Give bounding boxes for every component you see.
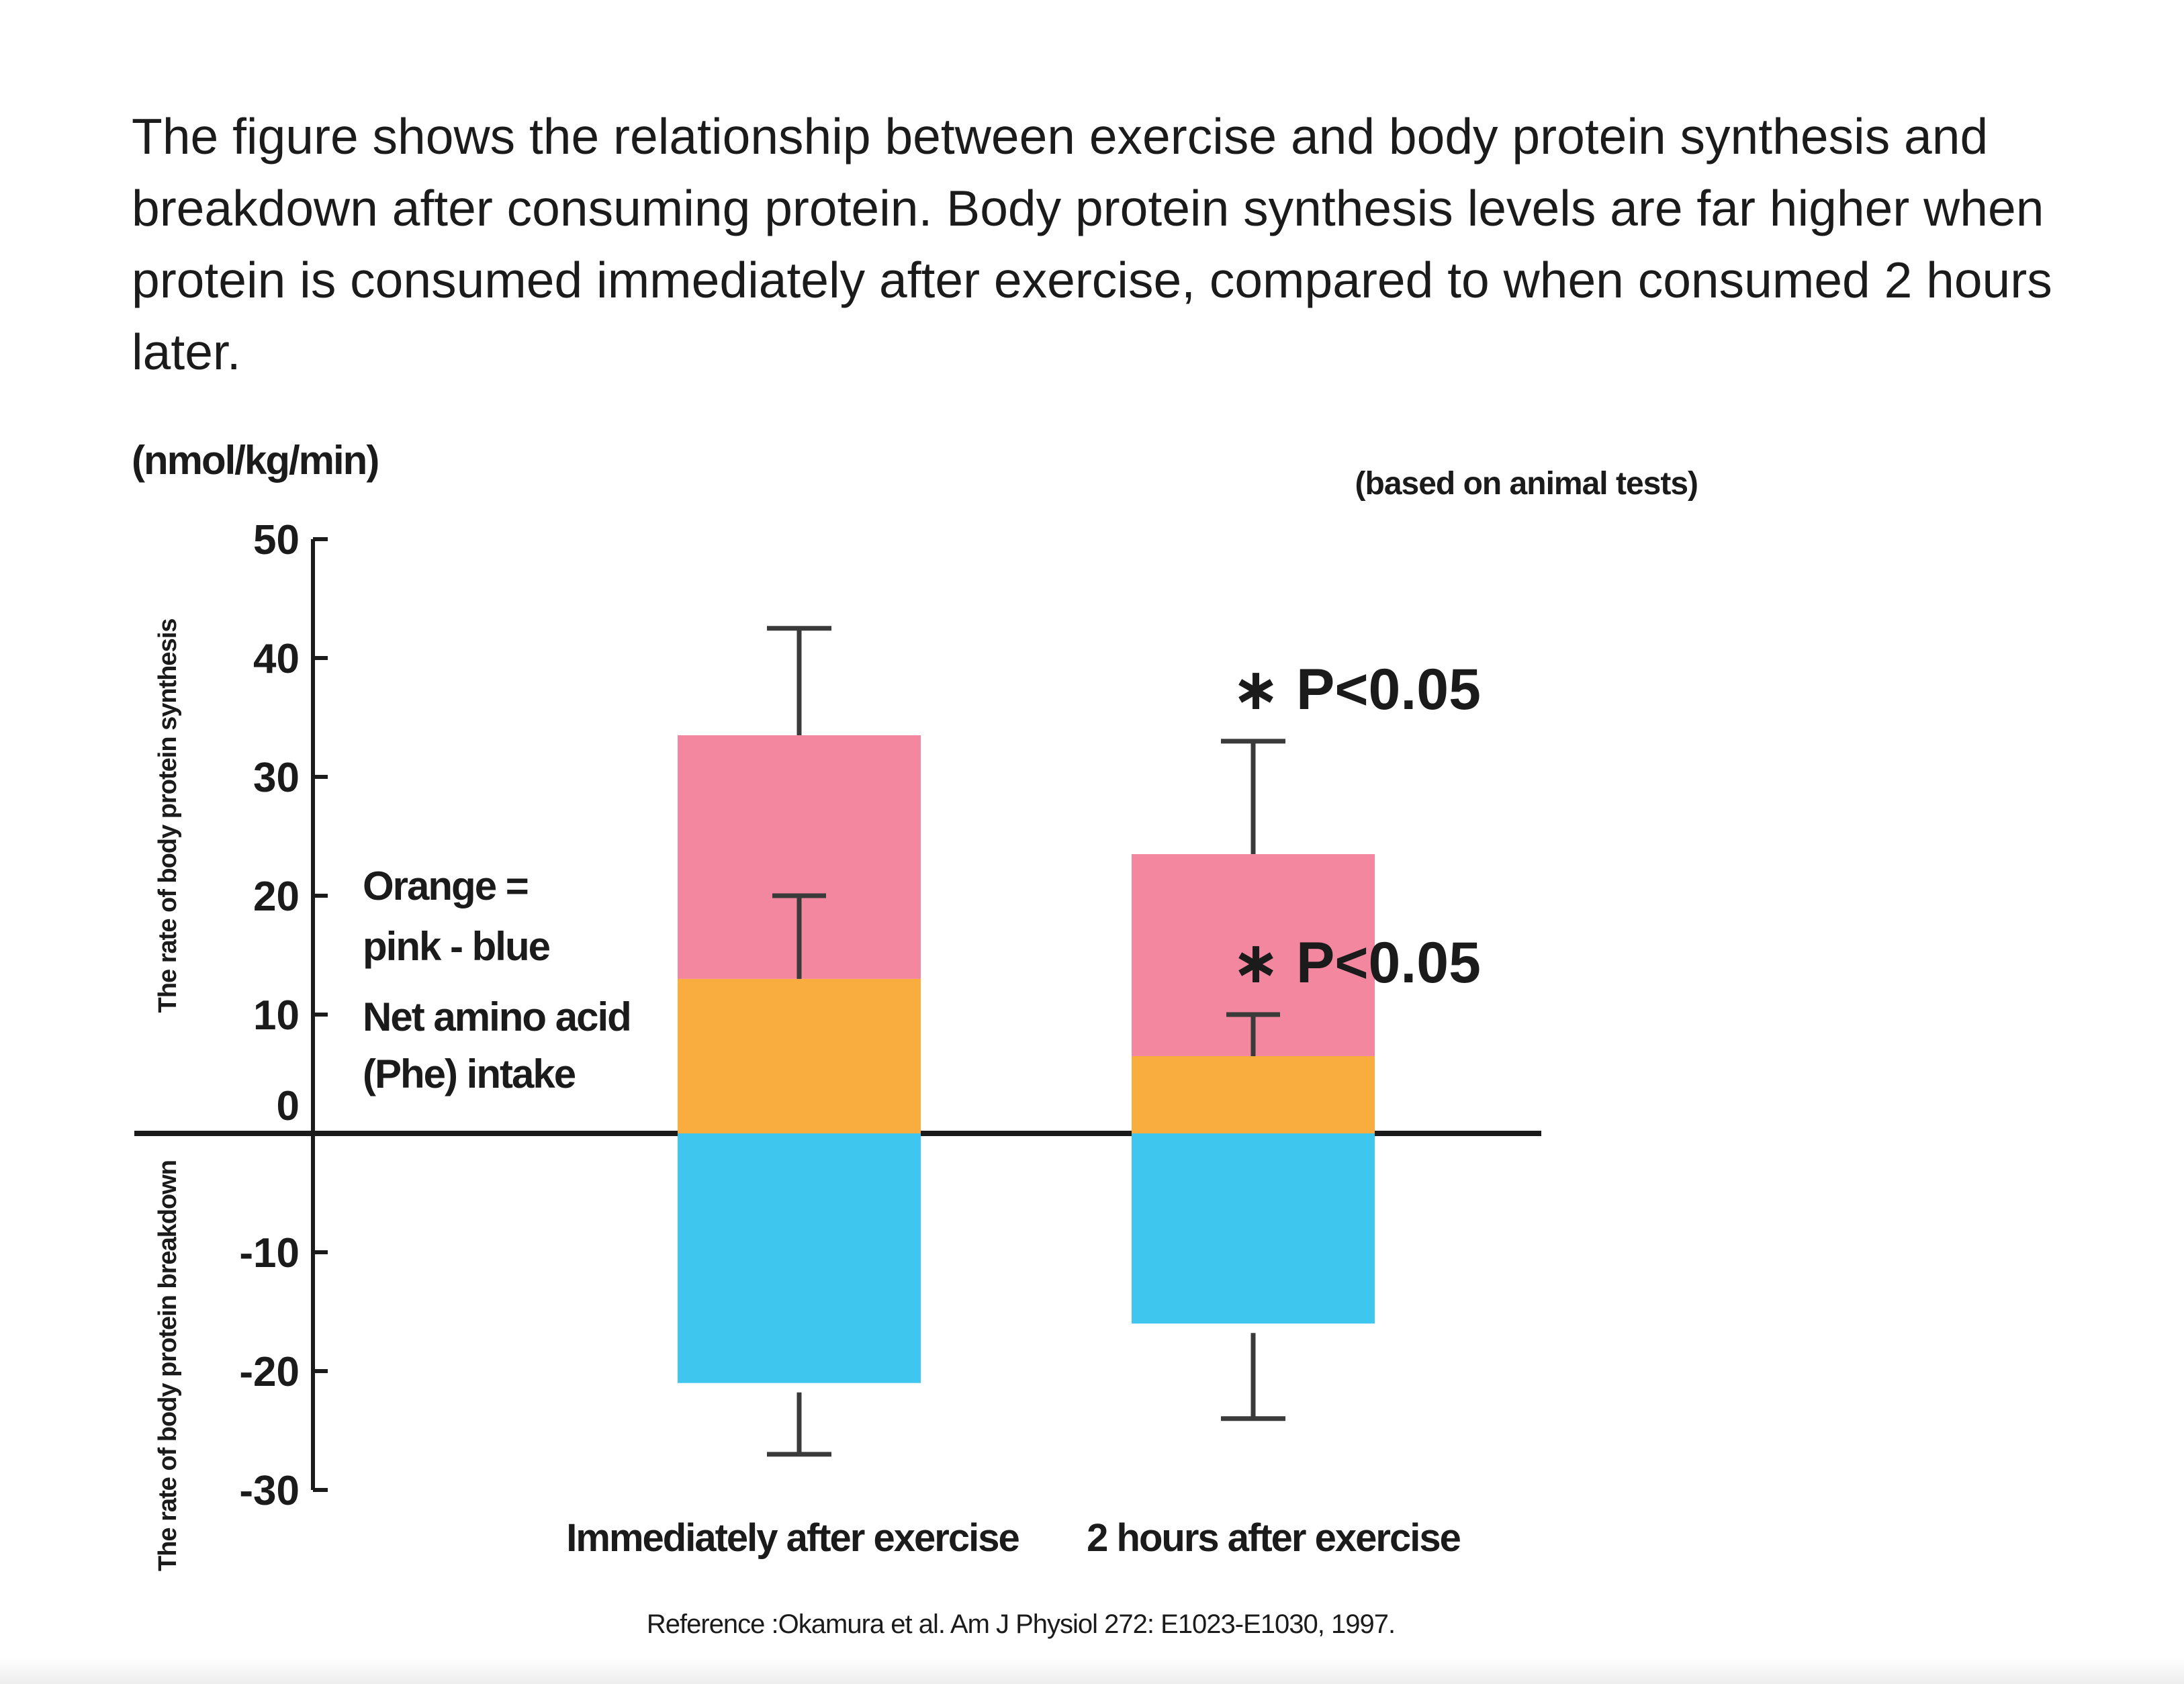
- y-tick-label: 0: [277, 1083, 300, 1129]
- y-tick-label: 30: [253, 755, 300, 801]
- bar-orange: [1132, 1056, 1375, 1133]
- ylabel-breakdown: The rate of body protein breakdown: [154, 1160, 182, 1571]
- bar-blue: [1132, 1133, 1375, 1324]
- y-tick-label: 50: [253, 517, 300, 563]
- legend-line: (Phe) intake: [363, 1051, 576, 1096]
- intro-paragraph: The figure shows the relationship betwee…: [132, 108, 2052, 380]
- y-tick-label: -20: [239, 1349, 300, 1395]
- y-tick-label: -30: [239, 1468, 300, 1514]
- category-label: 2 hours after exercise: [1087, 1516, 1460, 1560]
- y-tick-label: -10: [239, 1230, 300, 1276]
- y-tick-label: 20: [253, 874, 300, 920]
- significance-annotation: ∗ P<0.05: [1232, 657, 1481, 722]
- category-label: Immediately after exercise: [566, 1516, 1019, 1560]
- y-tick-label: 40: [253, 636, 300, 682]
- bar-orange: [678, 978, 921, 1133]
- note-label: (based on animal tests): [1355, 466, 1698, 502]
- y-tick-label: 10: [253, 992, 300, 1039]
- significance-annotation: ∗ P<0.05: [1232, 931, 1481, 995]
- bar-blue: [678, 1133, 921, 1383]
- unit-label: (nmol/kg/min): [132, 438, 378, 483]
- error-bars-layer: [767, 626, 1285, 1457]
- legend-line: Net amino acid: [363, 994, 631, 1039]
- reference-text: Reference :Okamura et al. Am J Physiol 2…: [647, 1609, 1395, 1639]
- bars-layer: [678, 735, 1375, 1383]
- legend-line: Orange =: [363, 863, 528, 908]
- text-layer: Immediately after exercise 2 hours after …: [132, 438, 1698, 1639]
- legend-line: pink - blue: [363, 924, 550, 969]
- footer-shade: [0, 1657, 2184, 1684]
- ylabel-synthesis: The rate of body protein synthesis: [154, 619, 182, 1013]
